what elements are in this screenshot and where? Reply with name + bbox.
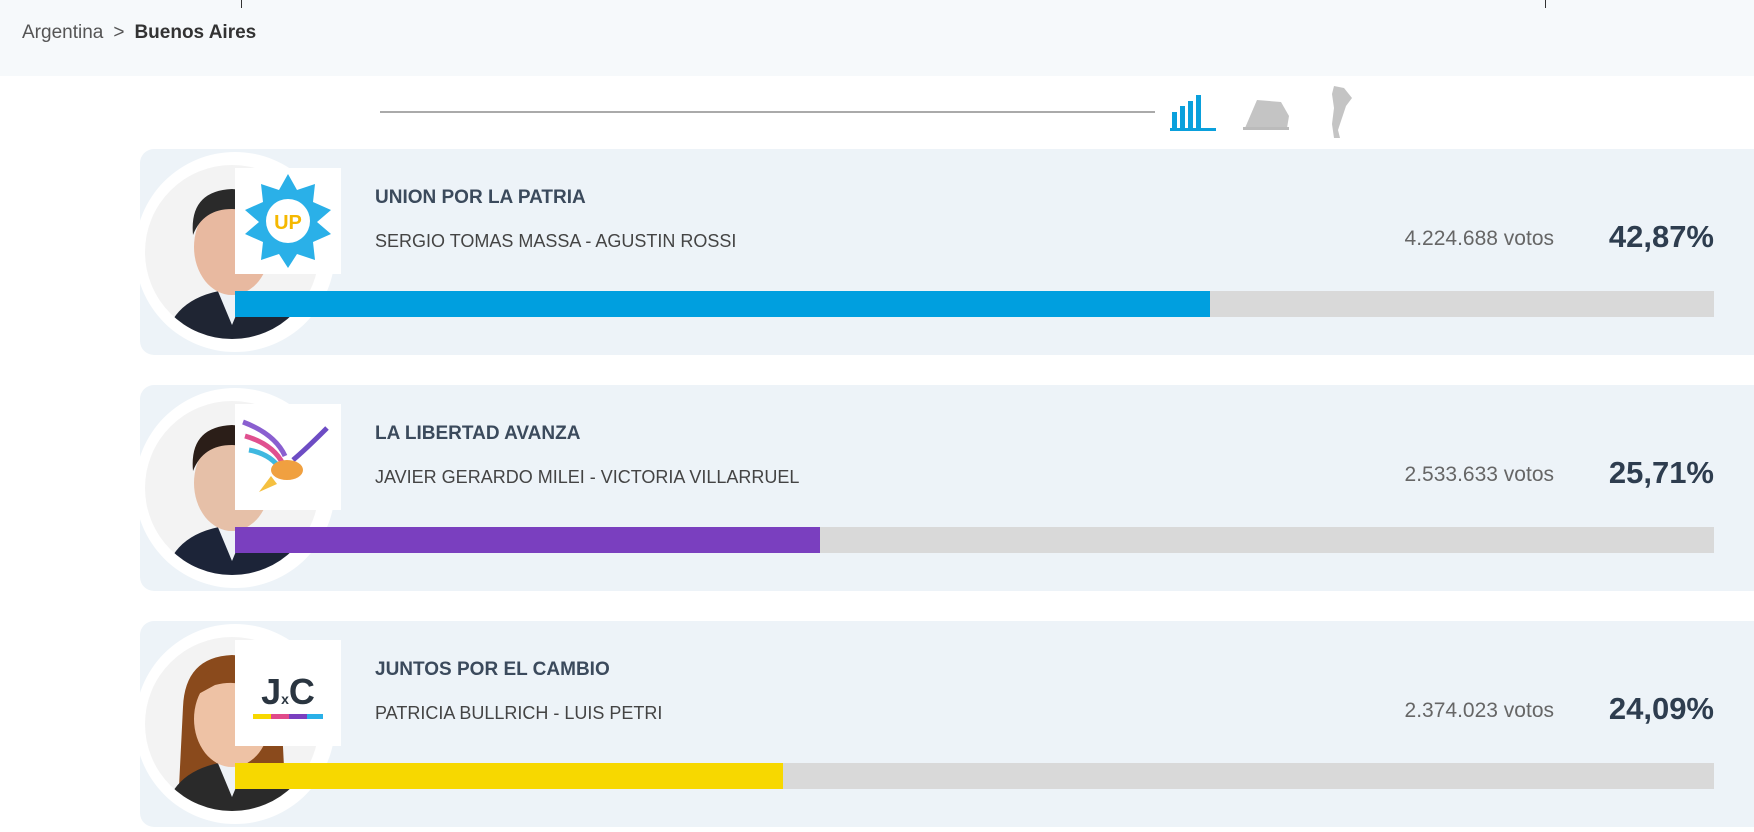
breadcrumb-root[interactable]: Argentina xyxy=(22,22,104,43)
vote-percent: 25,71% xyxy=(1608,455,1714,490)
vote-progress-bar xyxy=(235,527,1714,553)
divider xyxy=(241,0,242,8)
candidate-names: PATRICIA BULLRICH - LUIS PETRI xyxy=(375,703,663,723)
vote-count: 2.533.633 votos xyxy=(1404,463,1554,486)
logo-text: JxC xyxy=(261,671,315,712)
vote-percent: 24,09% xyxy=(1608,691,1714,726)
breadcrumb: Argentina > Buenos Aires xyxy=(22,22,256,44)
vote-progress-fill xyxy=(235,763,784,789)
breadcrumb-current: Buenos Aires xyxy=(134,22,257,43)
ballot-box-icon[interactable] xyxy=(1243,92,1291,137)
divider xyxy=(1545,0,1546,8)
logo-text: UP xyxy=(274,212,302,234)
vote-progress-bar xyxy=(235,291,1714,317)
result-card: JxC JUNTOS POR EL CAMBIO PATRICIA BULLRI… xyxy=(135,621,1754,827)
divider xyxy=(380,111,1155,113)
vote-progress-bar xyxy=(235,763,1714,789)
party-name: UNION POR LA PATRIA xyxy=(375,187,586,208)
breadcrumb-separator: > xyxy=(113,22,125,43)
party-logo: UP xyxy=(235,168,341,274)
bar-chart-icon[interactable] xyxy=(1170,92,1216,137)
candidate-names: SERGIO TOMAS MASSA - AGUSTIN ROSSI xyxy=(375,231,737,251)
vote-progress-fill xyxy=(235,291,1211,317)
vote-progress-fill xyxy=(235,527,820,553)
party-name: JUNTOS POR EL CAMBIO xyxy=(375,659,610,680)
breadcrumb-bar: Argentina > Buenos Aires xyxy=(0,0,1754,76)
vote-count: 4.224.688 votos xyxy=(1404,227,1554,250)
result-card: LA LIBERTAD AVANZA JAVIER GERARDO MILEI … xyxy=(135,385,1754,591)
party-logo: JxC xyxy=(235,640,341,746)
vote-percent: 42,87% xyxy=(1608,219,1714,254)
party-name: LA LIBERTAD AVANZA xyxy=(375,423,581,444)
vote-count: 2.374.023 votos xyxy=(1404,699,1554,722)
candidate-names: JAVIER GERARDO MILEI - VICTORIA VILLARRU… xyxy=(375,467,800,487)
party-logo xyxy=(235,404,341,510)
argentina-map-icon[interactable] xyxy=(1322,84,1358,145)
result-card: UP UNION POR LA PATRIA SERGIO TOMAS MASS… xyxy=(135,149,1754,355)
